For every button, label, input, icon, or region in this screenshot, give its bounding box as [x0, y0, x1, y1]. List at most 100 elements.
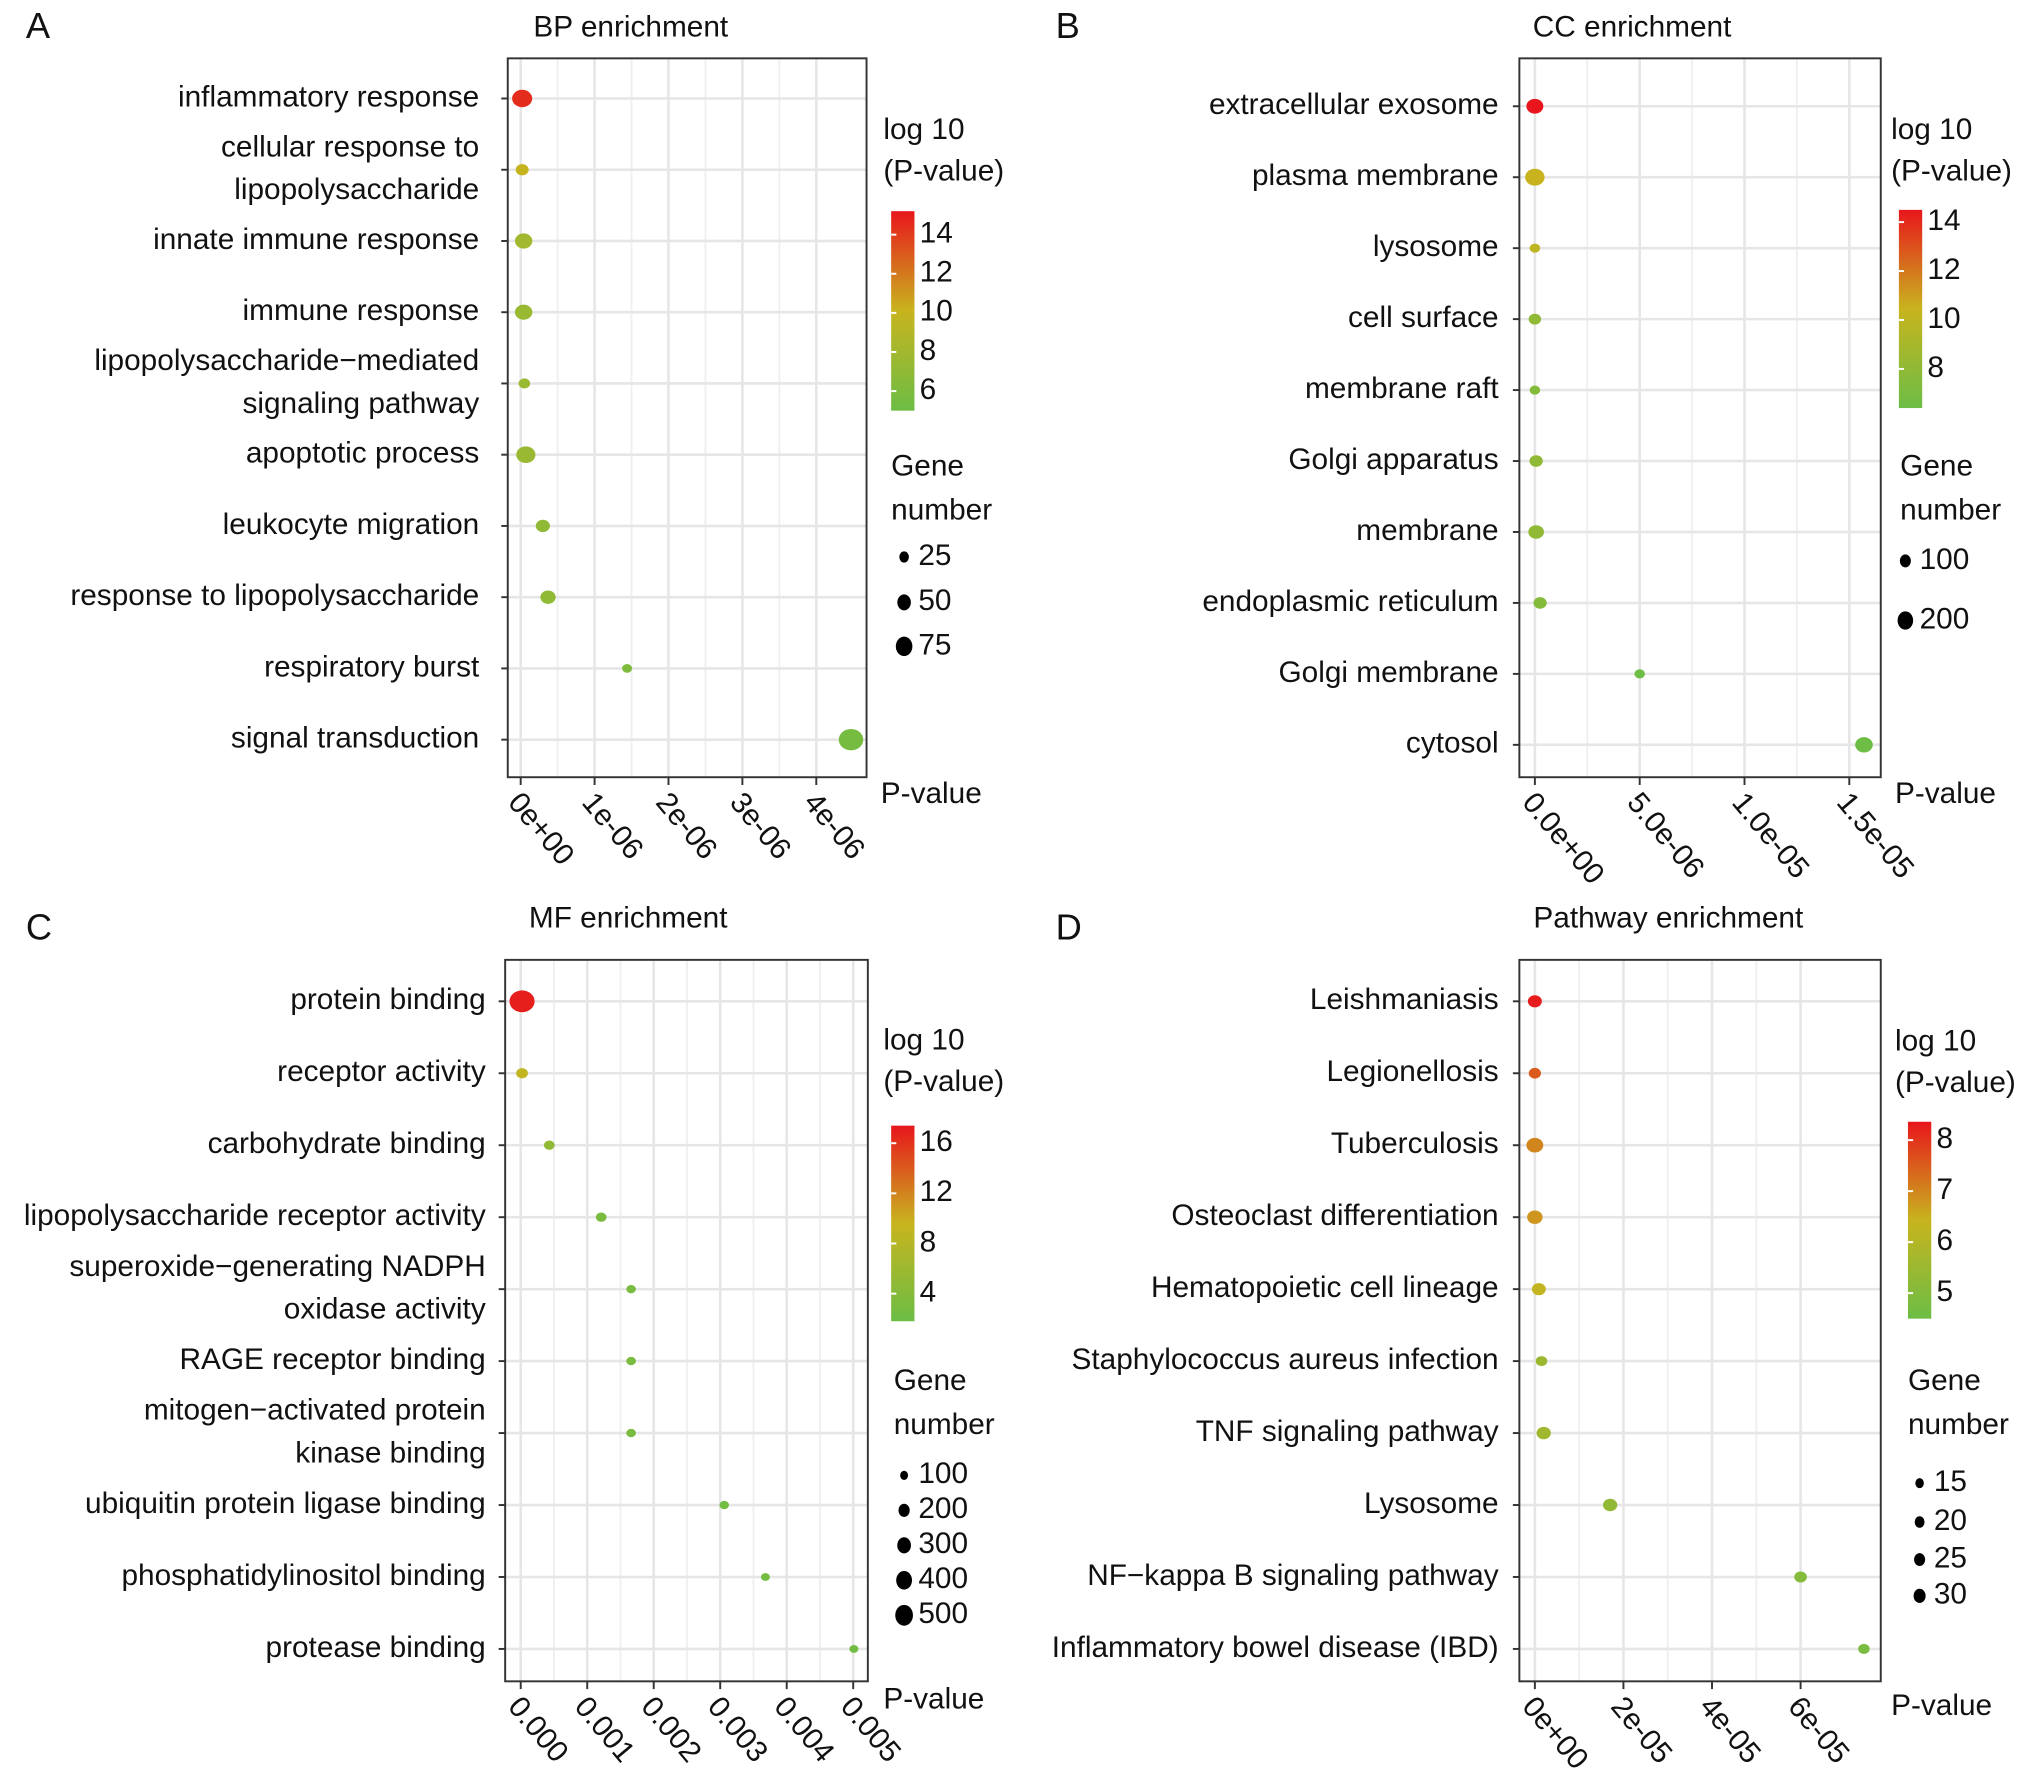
size-legend-title-line: Gene — [1908, 1364, 1981, 1397]
category-label: mitogen−activated protein kinase binding — [144, 1394, 486, 1470]
panel-label: B — [1056, 5, 1080, 46]
bubble — [1527, 1210, 1543, 1224]
category-label-line: oxidase activity — [284, 1292, 486, 1325]
x-tick-label: 2e-05 — [1604, 1690, 1678, 1770]
color-bar-label: 14 — [920, 217, 953, 250]
panel-label: A — [26, 5, 51, 46]
size-legend-dot — [1914, 1553, 1926, 1567]
bubble — [543, 1140, 555, 1150]
size-legend-dot — [898, 1503, 910, 1517]
plot-background — [1519, 58, 1881, 778]
bubble — [535, 519, 550, 533]
category-label-line: cellular response to — [221, 130, 479, 163]
color-bar-label: 10 — [1927, 302, 1960, 335]
size-legend-title-line: number — [1900, 494, 2001, 527]
bubble — [626, 1428, 636, 1438]
category-label: RAGE receptor binding — [179, 1343, 485, 1376]
size-legend-title: Gene number — [1908, 1364, 2009, 1441]
bubble — [512, 89, 533, 108]
bubble — [1858, 1643, 1870, 1654]
size-legend-label: 50 — [918, 584, 951, 617]
color-legend-title: log 10 (P-value) — [883, 1023, 1004, 1097]
color-bar-label: 10 — [920, 295, 953, 328]
bubble — [1536, 1426, 1551, 1440]
size-legend-title-line: number — [891, 494, 992, 527]
color-bar-label: 12 — [920, 1175, 953, 1208]
chart-title: MF enrichment — [529, 902, 728, 935]
category-label: innate immune response — [153, 223, 479, 256]
bubble — [595, 1212, 607, 1222]
bubble — [1529, 455, 1543, 467]
size-legend-label: 100 — [1920, 543, 1970, 576]
bubble — [516, 1068, 528, 1079]
color-legend-title: log 10 (P-value) — [1891, 113, 2012, 187]
color-bar-label: 7 — [1936, 1173, 1953, 1206]
category-label: lipopolysaccharide−mediated signaling pat… — [94, 344, 479, 420]
category-label: ubiquitin protein ligase binding — [85, 1487, 486, 1520]
color-legend-title-line: (P-value) — [883, 1065, 1004, 1098]
color-legend-title-line: (P-value) — [1891, 154, 2012, 187]
bubble — [1529, 385, 1541, 395]
color-legend-title-line: log 10 — [1891, 113, 1972, 146]
size-legend-label: 20 — [1934, 1504, 1967, 1537]
bubble — [540, 590, 556, 604]
x-tick-label: 0.000 — [502, 1690, 575, 1768]
category-label: lysosome — [1373, 230, 1499, 263]
x-tick-label: 6e-05 — [1781, 1690, 1855, 1770]
bubble — [1528, 1067, 1542, 1079]
color-bar-label: 8 — [1936, 1122, 1953, 1155]
bubble — [1535, 1356, 1548, 1367]
category-label: protein binding — [290, 983, 485, 1016]
category-label: lipopolysaccharide receptor activity — [24, 1199, 486, 1232]
bubble — [1529, 243, 1541, 253]
bubble — [1531, 1283, 1546, 1296]
plot-frame — [1518, 57, 1882, 779]
size-legend-title-line: Gene — [1900, 450, 1973, 483]
category-label: Golgi apparatus — [1288, 443, 1498, 476]
bubble — [760, 1573, 770, 1581]
panel-label: D — [1056, 907, 1082, 948]
chart-title: CC enrichment — [1533, 10, 1732, 43]
x-tick-label: 5.0e-06 — [1621, 786, 1711, 885]
size-legend-label: 30 — [1934, 1578, 1967, 1611]
color-bar — [891, 211, 915, 411]
bubble — [838, 728, 864, 751]
color-bar — [1907, 1121, 1932, 1319]
color-bar-label: 5 — [1936, 1275, 1953, 1308]
size-legend-dot — [1915, 1478, 1924, 1489]
category-label: receptor activity — [277, 1055, 486, 1088]
bubble — [514, 233, 533, 249]
category-label: TNF signaling pathway — [1196, 1415, 1499, 1448]
category-label: signal transduction — [231, 722, 479, 755]
x-tick-label: 0.004 — [768, 1690, 841, 1768]
bubble — [1855, 737, 1873, 753]
category-label: protease binding — [266, 1631, 486, 1664]
category-label: apoptotic process — [246, 437, 479, 470]
bubble — [1528, 313, 1542, 325]
x-tick-label: 0e+00 — [502, 786, 581, 871]
category-label: plasma membrane — [1252, 159, 1499, 192]
size-legend-dot — [1914, 1516, 1925, 1528]
size-legend-dot — [1899, 554, 1911, 568]
panel-label: C — [26, 907, 52, 948]
size-legend-dot — [897, 1537, 911, 1554]
color-legend-title-line: log 10 — [883, 1023, 964, 1056]
x-tick-label: 0.0e+00 — [1516, 786, 1611, 890]
color-bar-label: 4 — [920, 1276, 937, 1309]
bubble — [516, 446, 536, 464]
size-legend-dot — [897, 594, 911, 611]
color-bar-label: 14 — [1927, 204, 1960, 237]
bubble — [1533, 597, 1547, 609]
bubble — [1527, 995, 1542, 1008]
color-legend-title: log 10 (P-value) — [1895, 1025, 2016, 1099]
bubble — [1603, 1498, 1618, 1512]
category-label-line: kinase binding — [295, 1436, 485, 1469]
bubble — [1525, 168, 1545, 186]
plot-frame — [504, 958, 869, 1683]
bubble — [622, 664, 633, 673]
category-label: extracellular exosome — [1209, 88, 1499, 121]
category-label: inflammatory response — [178, 80, 479, 113]
color-bar-label: 8 — [1927, 351, 1944, 384]
category-label-line: signaling pathway — [242, 387, 479, 420]
size-legend-dot — [896, 1570, 913, 1590]
